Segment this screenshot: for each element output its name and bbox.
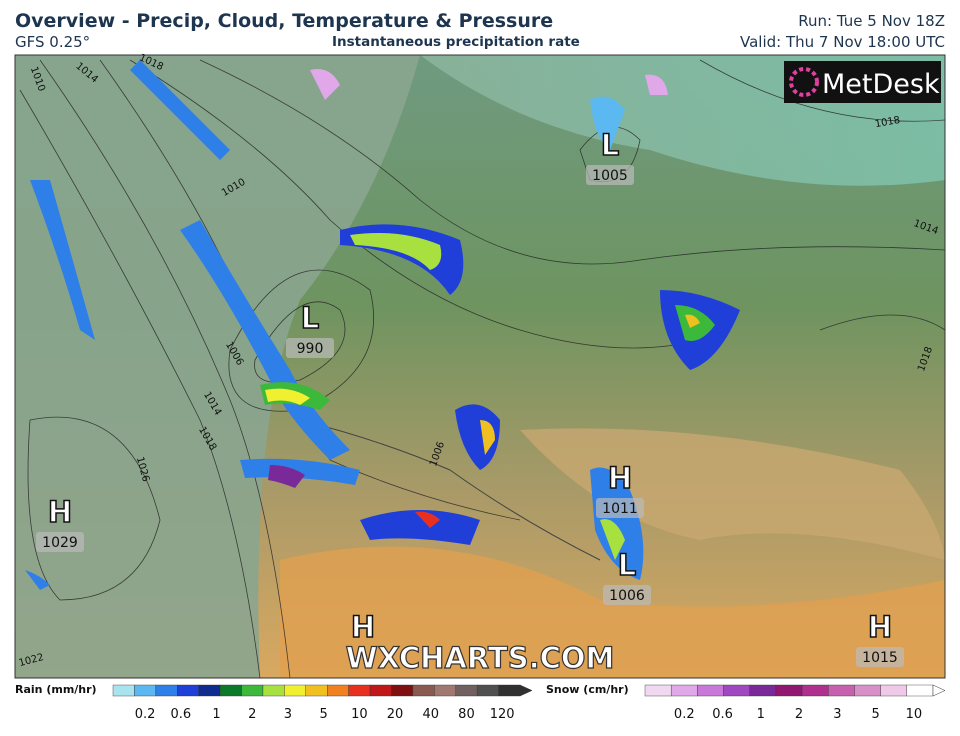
pressure-value-box bbox=[596, 498, 644, 518]
pressure-value: 990 bbox=[297, 341, 324, 357]
watermark: WXCHARTS.COM bbox=[346, 641, 615, 675]
legend-swatch bbox=[198, 684, 221, 697]
legend-swatch bbox=[219, 684, 242, 697]
pressure-value-box bbox=[36, 532, 84, 552]
legend-title: Snow (cm/hr) bbox=[546, 683, 629, 696]
pressure-value: 1011 bbox=[602, 501, 638, 517]
legend-swatch bbox=[854, 684, 881, 697]
legend-swatch bbox=[391, 684, 414, 697]
legend-tick-label: 10 bbox=[906, 707, 923, 722]
model: GFS 0.25° bbox=[15, 33, 91, 51]
legend-tick-label: 120 bbox=[490, 707, 515, 722]
pressure-letter: H bbox=[868, 610, 892, 644]
pressure-letter: H bbox=[351, 610, 375, 644]
legend-swatch bbox=[348, 684, 371, 697]
legend-swatch bbox=[880, 684, 908, 697]
pressure-value: 1015 bbox=[862, 650, 898, 666]
pressure-value: 1005 bbox=[592, 168, 628, 184]
legend-tick-label: 1 bbox=[212, 707, 220, 722]
logo-icon bbox=[789, 67, 819, 97]
pressure-letter: L bbox=[618, 548, 636, 582]
legend-tick-label: 10 bbox=[351, 707, 368, 722]
legend-tick-label: 3 bbox=[284, 707, 292, 722]
legend-swatch bbox=[670, 684, 698, 697]
logo: MetDesk bbox=[822, 69, 940, 100]
valid: Valid: Thu 7 Nov 18:00 UTC bbox=[740, 33, 945, 51]
legend-arrow bbox=[932, 684, 946, 697]
legend-tick-label: 0.2 bbox=[135, 707, 156, 722]
legend-swatch bbox=[498, 684, 521, 697]
pressure-letter: H bbox=[48, 495, 72, 529]
pressure-value: 1029 bbox=[42, 535, 78, 551]
legend-swatch bbox=[262, 684, 285, 697]
legend-swatch bbox=[697, 684, 724, 697]
pressure-letter: L bbox=[601, 128, 619, 162]
map-area bbox=[15, 55, 945, 678]
legend-swatch bbox=[749, 684, 777, 697]
legend-swatch bbox=[327, 684, 349, 697]
subtitle: Instantaneous precipitation rate bbox=[332, 34, 580, 50]
legend-swatch bbox=[828, 684, 855, 697]
pressure-value-box bbox=[603, 585, 651, 605]
legend-tick-label: 1 bbox=[757, 707, 765, 722]
legend-swatch bbox=[455, 684, 478, 697]
legend-tick-label: 5 bbox=[319, 707, 327, 722]
pressure-value: 1006 bbox=[609, 588, 645, 604]
legend-swatch bbox=[134, 684, 157, 697]
logo-box bbox=[784, 61, 941, 103]
legend-swatch bbox=[305, 684, 328, 697]
legend-swatch bbox=[112, 684, 135, 697]
legend-arrow bbox=[519, 684, 533, 697]
legend-swatch bbox=[906, 684, 934, 697]
pressure-value-box bbox=[856, 647, 904, 667]
legend-tick-label: 20 bbox=[387, 707, 404, 722]
legend-tick-label: 0.6 bbox=[712, 707, 733, 722]
isobar-label: 1018 bbox=[874, 115, 901, 130]
legend-tick-label: 2 bbox=[248, 707, 256, 722]
legend-tick-label: 3 bbox=[833, 707, 841, 722]
legend-swatch bbox=[434, 684, 456, 697]
legend-tick-label: 5 bbox=[871, 707, 879, 722]
legend-tick-label: 0.2 bbox=[674, 707, 695, 722]
legend-swatch bbox=[723, 684, 750, 697]
legend-swatch bbox=[644, 684, 672, 697]
legend-title: Rain (mm/hr) bbox=[15, 683, 97, 696]
pressure-letter: L bbox=[301, 301, 319, 335]
pressure-value-box bbox=[286, 338, 334, 358]
legend-swatch bbox=[155, 684, 178, 697]
legend-swatch bbox=[369, 684, 392, 697]
legend-swatch bbox=[177, 684, 199, 697]
legend-tick-label: 80 bbox=[458, 707, 475, 722]
pressure-letter: H bbox=[608, 461, 632, 495]
legend-swatch bbox=[801, 684, 829, 697]
legend-swatch bbox=[284, 684, 306, 697]
precipitation bbox=[25, 60, 740, 590]
legend-swatch bbox=[241, 684, 264, 697]
run: Run: Tue 5 Nov 18Z bbox=[798, 12, 945, 30]
legend-swatch bbox=[476, 684, 499, 697]
title: Overview - Precip, Cloud, Temperature & … bbox=[15, 10, 554, 32]
legend-swatch bbox=[775, 684, 803, 697]
pressure-value-box bbox=[586, 165, 634, 185]
legend-tick-label: 40 bbox=[422, 707, 439, 722]
legend-swatch bbox=[412, 684, 435, 697]
legend-tick-label: 0.6 bbox=[170, 707, 191, 722]
legend-tick-label: 2 bbox=[795, 707, 803, 722]
